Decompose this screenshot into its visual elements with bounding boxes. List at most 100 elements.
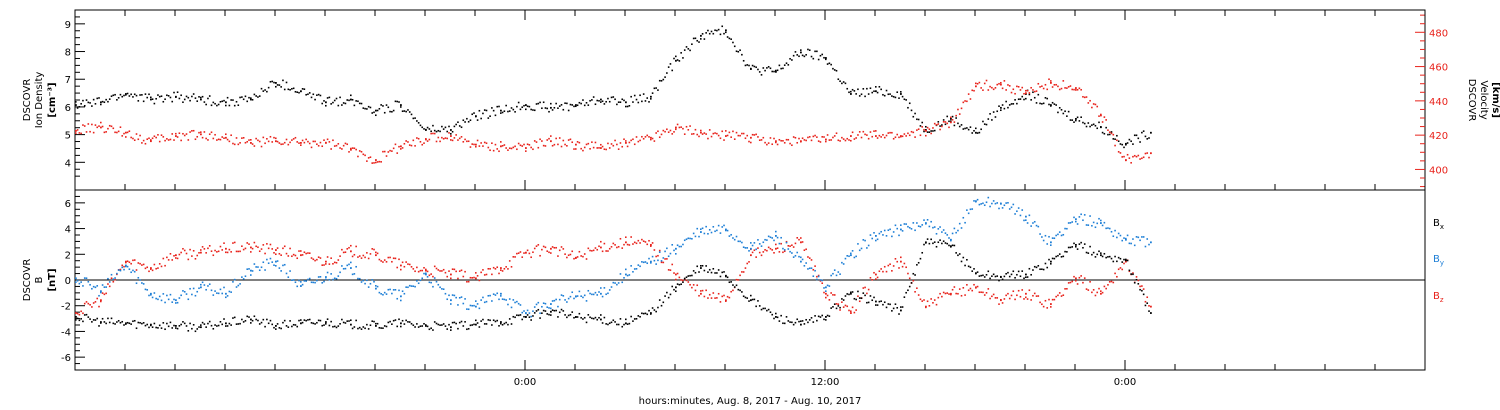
bx-series-point [800, 323, 802, 326]
velocity-series-dot [1003, 80, 1006, 82]
bz-series-dot [780, 242, 782, 245]
by-series-dot [380, 293, 382, 295]
bz-series-dot [121, 264, 124, 267]
bx-series-dot [482, 318, 484, 321]
bx-series-dot [294, 324, 297, 326]
bx-series-dot [405, 319, 407, 322]
bx-series-point [425, 325, 427, 327]
bx-series-dot [166, 322, 168, 325]
bx-series-dot [100, 322, 102, 324]
velocity-series-dot [601, 145, 604, 148]
bz-series-point [175, 254, 177, 257]
velocity-series-dot [312, 140, 315, 143]
ion-density-series-dot [1042, 102, 1045, 105]
velocity-series-dot [221, 136, 224, 138]
ion-density-series-dot [1044, 97, 1047, 99]
ion-density-series-dot [105, 98, 107, 101]
bx-series-dot [496, 319, 499, 322]
by-series-dot [350, 261, 352, 264]
bx-series-point [700, 267, 702, 269]
ion-density-series-dot [273, 81, 275, 84]
ion-density-series-dot [267, 86, 270, 89]
ion-density-series-dot [883, 94, 886, 97]
by-series-dot [726, 229, 729, 232]
bx-series-dot [357, 327, 359, 330]
ion-density-series-dot [489, 115, 491, 117]
bz-series-dot [576, 256, 579, 258]
ion-density-series-dot [217, 103, 220, 106]
ion-density-series-dot [1114, 138, 1116, 141]
ion-density-series-dot [428, 128, 431, 130]
bx-series-dot [380, 327, 382, 329]
by-series-dot [212, 294, 215, 296]
bx-series-dot [1085, 251, 1088, 254]
by-series-dot [135, 282, 138, 285]
bx-series-dot [396, 325, 399, 328]
velocity-series-dot [242, 136, 245, 139]
bz-series-dot [589, 249, 591, 252]
by-series-dot [1039, 233, 1041, 235]
by-series-dot [1016, 210, 1018, 213]
bz-series-dot [828, 299, 831, 301]
bx-series-dot [1094, 256, 1097, 258]
velocity-series-dot [821, 136, 824, 138]
ion-density-series-dot [671, 69, 674, 72]
bz-series-dot [389, 256, 391, 259]
bz-series-dot [951, 288, 954, 291]
bx-series-dot [717, 269, 720, 271]
by-series-dot [1144, 245, 1147, 248]
by-series-dot [873, 232, 875, 234]
bx-series-dot [987, 270, 990, 273]
velocity-series-dot [212, 137, 215, 140]
bz-series-dot [582, 255, 584, 258]
velocity-series-dot [812, 135, 815, 138]
by-series-dot [158, 295, 161, 298]
bz-series-dot [333, 261, 336, 264]
by-series-dot [748, 250, 750, 252]
velocity-series-dot [226, 138, 229, 141]
velocity-series-dot [826, 134, 829, 136]
by-series-dot [421, 277, 424, 280]
bx-series-dot [442, 323, 445, 325]
bz-series-dot [512, 256, 515, 258]
bz-series-dot [885, 270, 888, 273]
bx-series-dot [1092, 251, 1095, 254]
bz-series-dot [198, 251, 200, 254]
bz-series-dot [144, 267, 147, 270]
velocity-series-dot [375, 161, 377, 164]
by-series-dot [482, 296, 484, 299]
by-series-dot [121, 266, 124, 269]
bx-series-dot [650, 313, 652, 315]
bx-series-dot [832, 306, 834, 308]
ion-density-series-dot [653, 87, 656, 90]
bx-series-dot [969, 266, 972, 269]
bz-series-dot [1062, 294, 1065, 297]
velocity-series-dot [1110, 132, 1113, 135]
velocity-series-dot [135, 133, 138, 135]
by-series-dot [869, 234, 872, 236]
velocity-series-dot [244, 141, 247, 144]
bz-series-dot [671, 263, 674, 266]
bz-series-dot [166, 256, 168, 259]
bx-series-dot [914, 274, 916, 276]
bz-series-dot [535, 245, 538, 247]
ion-density-series-dot [310, 96, 313, 99]
bx-series-dot [201, 321, 204, 324]
velocity-series-dot [330, 148, 332, 150]
bz-series-dot [1057, 294, 1059, 297]
by-series-dot [378, 291, 381, 294]
velocity-series-dot [171, 133, 174, 135]
bz-series-dot [317, 256, 320, 258]
by-series-dot [344, 267, 347, 270]
velocity-series-dot [217, 138, 220, 141]
by-series-dot [810, 267, 813, 269]
bz-series-dot [433, 265, 436, 268]
ion-density-series-dot [182, 101, 184, 104]
bz-series-dot [485, 273, 488, 276]
bx-series-dot [116, 321, 118, 323]
by-series-dot [939, 226, 941, 228]
bx-series-dot [550, 314, 552, 316]
velocity-series-dot [989, 85, 991, 88]
velocity-series-dot [573, 148, 575, 150]
ion-density-series-dot [562, 108, 565, 111]
